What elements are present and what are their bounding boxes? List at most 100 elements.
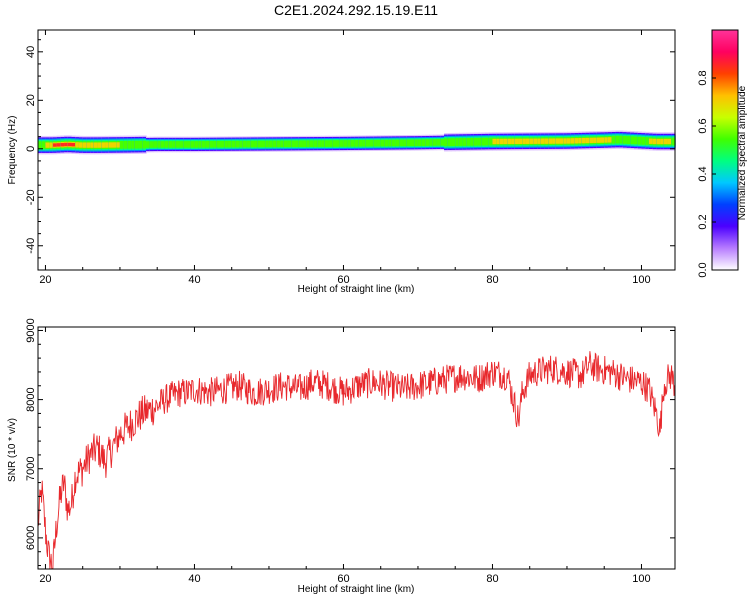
spectrogram-y-ticks: -40 -20 0 20 40 xyxy=(25,39,675,271)
spectrogram-cell xyxy=(533,138,538,144)
y-tick-label: 7000 xyxy=(25,457,37,481)
spectrogram-cell xyxy=(127,140,132,149)
spectrogram-cell xyxy=(373,139,378,147)
colorbar-tick-label: 0.8 xyxy=(697,70,709,85)
spectrogram-cell xyxy=(246,140,251,148)
spectrogram-cell xyxy=(123,140,129,149)
spectrogram-cell xyxy=(272,140,278,148)
spectrogram-cell xyxy=(201,141,207,148)
spectrogram-panel: 20 40 60 80 100 -40 -20 0 20 40 Height of straig… xyxy=(7,29,676,295)
spectrogram-cell xyxy=(224,140,229,148)
y-tick-label: 40 xyxy=(25,46,37,58)
spectrogram-cell xyxy=(637,136,643,145)
snr-y-label: SNR (10 * v/v) xyxy=(7,418,18,482)
spectrogram-cell xyxy=(492,138,497,145)
spectrogram-cell xyxy=(429,139,434,146)
y-tick-label: 8000 xyxy=(25,387,37,411)
spectrogram-cell xyxy=(227,140,233,148)
spectrogram-cell xyxy=(220,140,225,148)
spectrogram-cell xyxy=(131,140,136,149)
snr-panel: 20 40 60 80 100 6000 7000 8000 9000 Height of s… xyxy=(7,318,676,595)
spectrogram-cell xyxy=(183,141,188,148)
spectrogram-cell xyxy=(64,142,69,147)
spectrogram-cell xyxy=(302,140,307,147)
snr-plot-area xyxy=(37,351,676,570)
spectrogram-cell xyxy=(190,141,196,148)
spectrogram-cell xyxy=(529,138,535,144)
spectrogram-cell xyxy=(306,140,311,147)
spectrogram-cell xyxy=(425,139,430,146)
spectrogram-plot-area xyxy=(38,130,676,155)
spectrogram-cell xyxy=(60,143,65,147)
spectrogram-cell xyxy=(280,140,285,148)
spectrogram-cell xyxy=(421,139,427,146)
spectrogram-cell xyxy=(663,138,669,145)
spectrogram-cell xyxy=(75,142,80,148)
spectrogram-cell xyxy=(503,138,508,145)
spectrogram-cell xyxy=(604,137,609,143)
spectrogram-cell xyxy=(615,135,620,144)
spectrogram-cell xyxy=(205,141,210,148)
spectrogram-cell xyxy=(540,138,546,144)
spectrogram-cell xyxy=(82,142,88,148)
spectrogram-cell xyxy=(525,138,531,144)
spectrogram-cell xyxy=(332,140,337,147)
spectrogram-cell xyxy=(511,138,516,145)
spectrogram-cell xyxy=(578,138,583,144)
colorbar-tick-label: 0.4 xyxy=(697,166,709,181)
spectrogram-cell xyxy=(496,138,501,145)
spectrogram-cell xyxy=(566,138,572,144)
spectrogram-cell xyxy=(462,138,467,146)
colorbar-tick-label: 0.0 xyxy=(697,262,709,277)
spectrogram-cell xyxy=(362,139,367,147)
spectrogram-cell xyxy=(328,140,333,147)
y-tick-label: 20 xyxy=(25,94,37,106)
spectrogram-cell xyxy=(436,139,441,146)
spectrogram-cell xyxy=(283,140,289,148)
spectrogram-cell xyxy=(619,135,624,144)
spectrogram-cell xyxy=(261,140,266,148)
spectrogram-cell xyxy=(395,139,400,147)
spectrogram-cell xyxy=(153,141,158,148)
spectrogram-cell xyxy=(146,141,151,148)
spectrogram-cell xyxy=(440,139,445,146)
spectrogram-cell xyxy=(559,138,564,144)
x-tick-label: 60 xyxy=(337,274,349,286)
spectrogram-cell xyxy=(466,138,471,146)
x-tick-label: 20 xyxy=(39,274,51,286)
x-tick-label: 100 xyxy=(632,573,650,585)
snr-x-label: Height of straight line (km) xyxy=(298,584,415,595)
spectrogram-cell xyxy=(172,141,177,148)
spectrogram-cell xyxy=(265,140,270,148)
spectrogram-frame xyxy=(37,29,676,271)
spectrogram-x-ticks: 20 40 60 80 100 xyxy=(39,30,651,286)
spectrogram-cell xyxy=(198,141,203,148)
snr-series-line xyxy=(37,351,676,570)
spectrogram-cell xyxy=(485,137,490,146)
spectrogram-cell xyxy=(108,142,114,148)
spectrogram-cell xyxy=(250,140,255,148)
spectrogram-cell xyxy=(410,139,415,147)
spectrogram-cell xyxy=(652,138,657,145)
spectrogram-cell xyxy=(563,138,568,144)
spectrogram-cell xyxy=(93,142,99,148)
spectrogram-cell xyxy=(537,138,542,144)
spectrogram-cell xyxy=(488,137,494,146)
spectrogram-cell xyxy=(324,140,330,147)
spectrogram-cell xyxy=(451,138,456,147)
spectrogram-cell xyxy=(380,139,386,147)
spectrogram-cell xyxy=(187,141,192,148)
spectrogram-cell xyxy=(600,137,605,143)
colorbar-gradient xyxy=(711,29,739,271)
spectrogram-cell xyxy=(291,140,296,148)
spectrogram-cell xyxy=(78,142,84,148)
spectrogram-cell xyxy=(596,137,602,143)
colorbar-ticks: 0.0 0.2 0.4 0.6 0.8 xyxy=(697,70,716,278)
spectrogram-cell xyxy=(268,140,274,148)
spectrogram-cell xyxy=(160,141,166,148)
spectrogram-cell xyxy=(339,140,345,147)
spectrogram-cell xyxy=(101,142,106,148)
spectrogram-cell xyxy=(548,138,553,144)
spectrogram-cell xyxy=(142,140,147,149)
